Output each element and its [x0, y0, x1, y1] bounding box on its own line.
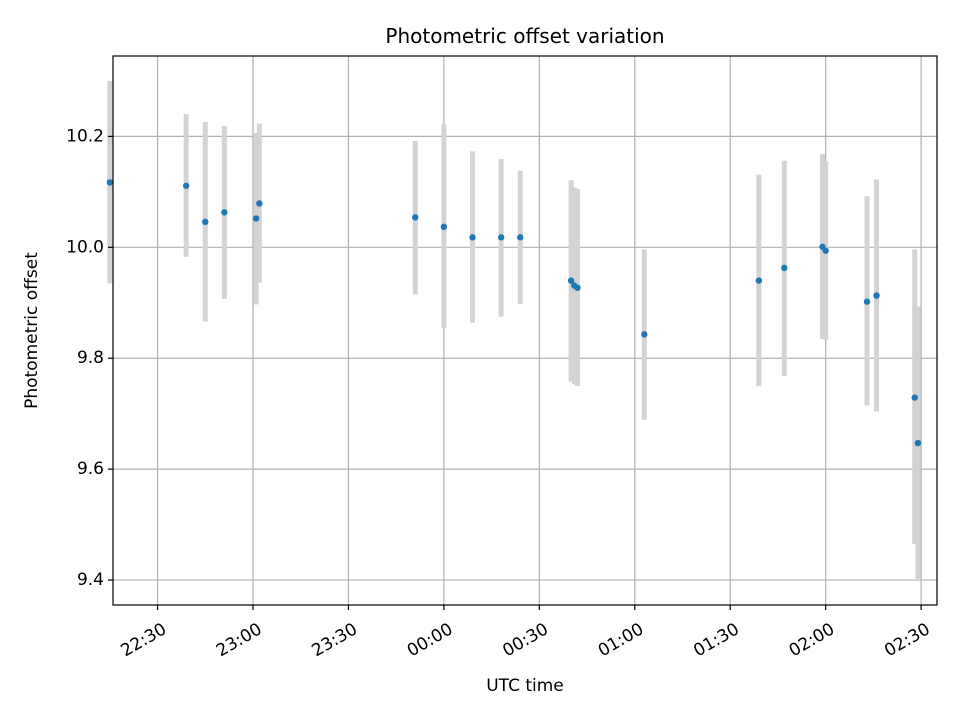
data-point	[517, 234, 524, 241]
data-point	[202, 218, 209, 226]
y-tick-label: 9.8	[77, 348, 104, 368]
data-point	[221, 209, 228, 216]
y-tick-label: 10.0	[66, 237, 104, 257]
data-point	[256, 200, 263, 207]
y-tick-label: 9.6	[77, 459, 104, 479]
data-point	[863, 298, 871, 305]
data-point	[567, 277, 575, 284]
plot-frame	[112, 55, 938, 606]
data-point	[911, 394, 918, 401]
y-tick-label: 9.4	[77, 570, 104, 590]
data-point	[781, 264, 788, 272]
data-point	[252, 215, 260, 222]
data-point	[574, 284, 581, 291]
data-point	[497, 234, 505, 241]
point-layer	[106, 179, 922, 447]
data-point	[182, 182, 190, 189]
data-point	[873, 292, 880, 299]
grid-layer	[113, 56, 937, 605]
data-point	[641, 331, 648, 338]
data-point	[106, 179, 114, 186]
x-axis-title: UTC time	[486, 676, 564, 696]
data-point	[469, 234, 476, 241]
data-point	[914, 439, 922, 447]
y-tick-label: 10.2	[66, 126, 104, 146]
data-point	[755, 277, 763, 284]
data-point	[822, 247, 829, 254]
y-axis-title: Photometric offset	[22, 252, 42, 409]
data-point	[412, 214, 419, 221]
data-point	[440, 223, 448, 230]
y-axis: 9.4 9.6 9.8 10.0 10.2	[66, 126, 113, 590]
chart-title: Photometric offset variation	[385, 24, 664, 48]
